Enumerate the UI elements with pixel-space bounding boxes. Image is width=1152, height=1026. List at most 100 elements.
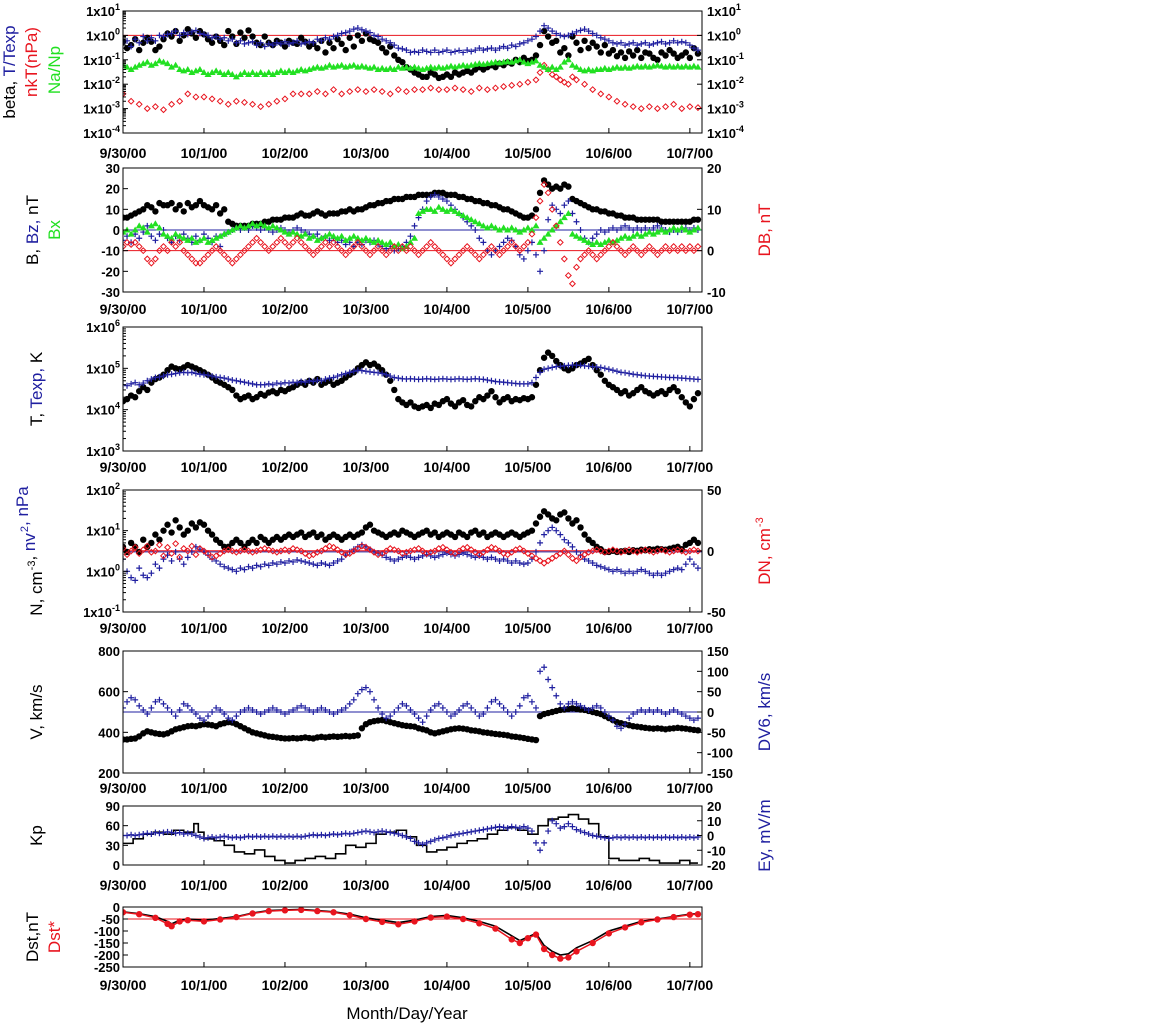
point-t (131, 394, 139, 401)
x-tick-label: 10/6/00 (586, 977, 633, 993)
point-dv6 (395, 704, 402, 711)
point-t (593, 367, 600, 374)
point-t-texp (654, 39, 661, 46)
point-db (451, 255, 459, 263)
point-nv2 (237, 565, 244, 572)
point-dn (451, 549, 459, 557)
point-texp (124, 382, 131, 389)
point-dn (196, 545, 204, 553)
point-db (690, 247, 698, 255)
point-dn (662, 547, 670, 555)
y-axis-title-2: nkT(nPa) (22, 27, 41, 97)
point-na-np (277, 67, 285, 74)
point-bz (128, 239, 135, 246)
point-t-texp (642, 39, 649, 46)
point-ey (528, 828, 535, 835)
point-db (297, 238, 305, 246)
point-n (148, 539, 155, 547)
point-t-texp (168, 30, 175, 37)
point-db (585, 247, 593, 255)
point-bx (411, 234, 419, 241)
x-tick-label: 10/1/00 (181, 977, 228, 993)
point-texp (541, 366, 548, 373)
point-db (581, 251, 589, 259)
point-dv6 (411, 711, 418, 718)
point-nv2 (524, 560, 531, 567)
point-db (123, 243, 127, 251)
point-ey (407, 835, 414, 842)
point-dv6 (338, 706, 345, 713)
point-dst- (605, 930, 613, 937)
point-t-texp (257, 39, 264, 46)
point-dv6 (176, 706, 183, 713)
point-beta (135, 46, 143, 54)
point-t-texp (399, 45, 406, 52)
point-t-texp (553, 30, 560, 37)
point-dn (139, 546, 147, 554)
point-beta (447, 73, 455, 81)
point-ey (516, 825, 523, 832)
point-bz (626, 224, 633, 231)
point-db (374, 243, 382, 251)
y2-tick-label: 100 (707, 664, 729, 679)
point-dv6 (549, 684, 556, 691)
point-bx (330, 232, 338, 239)
point-dv6 (354, 690, 361, 697)
point-dv6 (128, 694, 135, 701)
point-dv6 (460, 702, 467, 709)
point-dv6 (192, 711, 199, 718)
point-t-texp (670, 37, 677, 44)
point-bx (475, 220, 483, 227)
point-t-texp (439, 48, 446, 55)
point-beta (208, 39, 216, 46)
point-dv6 (512, 709, 519, 715)
point-beta (297, 34, 305, 41)
point-nkt (516, 80, 524, 88)
x-tick-label: 10/5/00 (505, 877, 552, 893)
point-ey (140, 831, 147, 838)
point-na-np (378, 64, 386, 71)
point-bx (325, 230, 333, 237)
point-bx (192, 238, 200, 245)
point-beta (148, 38, 155, 45)
point-t-texp (362, 28, 369, 35)
x-tick-label: 10/7/00 (666, 301, 713, 317)
point-beta (281, 43, 289, 50)
point-beta (561, 44, 568, 52)
y-tick-label: -20 (101, 264, 120, 279)
point-nkt (240, 98, 248, 106)
point-ey (346, 831, 353, 838)
point-t-texp (460, 49, 467, 56)
point-nv2 (427, 552, 434, 559)
point-ey (196, 833, 203, 840)
point-bz (541, 247, 548, 254)
point-ey (585, 831, 592, 838)
point-t (694, 390, 702, 397)
point-nv2 (573, 548, 580, 555)
y-tick-label: 800 (98, 644, 120, 659)
x-tick-label: 10/3/00 (343, 977, 390, 993)
point-t-texp (435, 49, 442, 56)
point-na-np (577, 66, 585, 73)
point-t-texp (281, 38, 288, 45)
point-ey (565, 820, 572, 827)
point-nkt (589, 86, 597, 94)
x-tick-label: 10/3/00 (343, 145, 390, 161)
point-texp (338, 371, 345, 378)
point-dn (123, 545, 127, 553)
point-dv6 (516, 702, 523, 709)
point-ey (468, 828, 475, 835)
point-texp (273, 380, 280, 387)
point-ey (229, 834, 236, 841)
point-dv6 (488, 698, 495, 705)
y-tick-label: -100 (94, 924, 120, 939)
point-bz (601, 229, 608, 236)
point-na-np (281, 69, 289, 76)
point-db (447, 259, 455, 267)
point-db (487, 243, 495, 251)
point-bx (467, 216, 475, 223)
point-db (269, 243, 277, 251)
point-bx (544, 230, 552, 237)
point-b (152, 208, 159, 215)
